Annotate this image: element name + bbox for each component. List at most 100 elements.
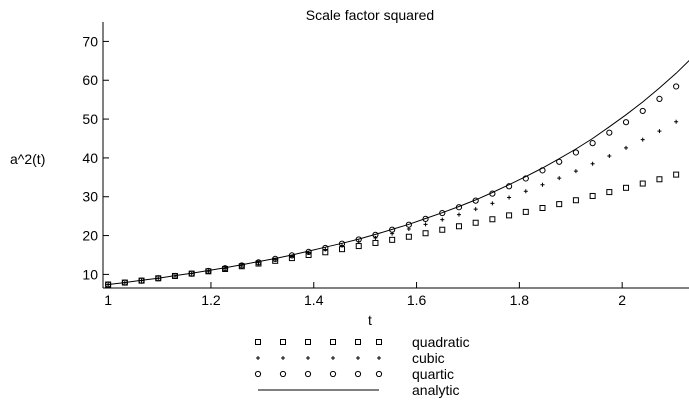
- data-point-plus: [223, 266, 228, 271]
- data-point-plus: [624, 145, 629, 150]
- x-tick-label: 1.6: [407, 292, 427, 308]
- data-point-circle: [279, 370, 287, 378]
- data-point-circle: [375, 370, 383, 378]
- x-ticks: 1 1.2 1.4 1.6 1.8 2: [104, 282, 626, 308]
- data-point-plus: [523, 189, 528, 194]
- data-point-plus: [373, 235, 378, 240]
- data-point-circle: [622, 119, 630, 126]
- data-point-circle: [606, 129, 613, 136]
- plot-area: [105, 60, 689, 288]
- data-point-circle: [673, 83, 680, 90]
- data-point-square: [623, 184, 630, 191]
- data-point-plus: [674, 119, 679, 124]
- legend-item-cubic: cubic: [256, 350, 445, 366]
- series-cubic: [106, 119, 679, 287]
- y-tick-label: 50: [82, 111, 98, 127]
- data-point-plus: [557, 176, 562, 181]
- legend-label: cubic: [412, 350, 445, 366]
- data-point-plus: [507, 195, 512, 200]
- data-point-square: [639, 180, 646, 187]
- y-tick-label: 20: [82, 228, 98, 244]
- data-point-plus: [256, 356, 260, 360]
- data-point-plus: [456, 212, 461, 217]
- data-point-square: [355, 339, 361, 345]
- data-point-plus: [331, 356, 335, 360]
- data-point-square: [506, 212, 513, 219]
- legend-label: quadratic: [412, 334, 470, 350]
- legend-label: analytic: [412, 382, 459, 398]
- data-point-plus: [540, 182, 545, 187]
- data-point-plus: [377, 356, 381, 360]
- data-point-circle: [329, 370, 337, 378]
- x-tick-label: 2: [618, 292, 626, 308]
- data-point-plus: [640, 137, 645, 142]
- data-point-circle: [354, 370, 362, 378]
- data-point-plus: [607, 153, 612, 158]
- series-line-analytic: [108, 60, 689, 285]
- legend-item-quadratic: quadratic: [255, 334, 470, 350]
- y-tick-label: 70: [82, 33, 98, 49]
- data-point-square: [372, 239, 379, 246]
- x-tick-label: 1: [104, 292, 112, 308]
- data-point-plus: [590, 161, 595, 166]
- x-tick-label: 1.4: [304, 292, 324, 308]
- legend-item-quartic: quartic: [254, 366, 454, 382]
- data-point-square: [330, 339, 336, 345]
- data-point-plus: [490, 201, 495, 206]
- y-tick-label: 40: [82, 150, 98, 166]
- y-tick-label: 60: [82, 72, 98, 88]
- data-point-plus: [281, 356, 285, 360]
- data-point-plus: [356, 356, 360, 360]
- x-tick-label: 1.2: [201, 292, 221, 308]
- y-axis-label: a^2(t): [10, 151, 45, 167]
- data-point-circle: [254, 370, 262, 378]
- data-point-circle: [639, 107, 646, 115]
- data-point-square: [489, 216, 496, 223]
- x-axis-label: t: [368, 312, 372, 328]
- data-point-square: [472, 219, 479, 226]
- data-point-square: [556, 201, 563, 208]
- x-tick-label: 1.8: [510, 292, 530, 308]
- data-point-plus: [657, 129, 662, 134]
- data-point-square: [376, 339, 382, 345]
- data-point-square: [522, 208, 529, 215]
- legend-label: quartic: [412, 366, 454, 382]
- data-point-circle: [522, 175, 529, 182]
- data-point-square: [422, 230, 429, 237]
- data-point-square: [305, 339, 311, 345]
- data-point-square: [589, 192, 596, 199]
- y-ticks: 10 20 30 40 50 60 70: [82, 33, 109, 282]
- data-point-plus: [206, 269, 211, 274]
- y-tick-label: 10: [82, 266, 98, 282]
- data-point-square: [255, 339, 261, 345]
- data-point-square: [539, 205, 546, 212]
- data-point-square: [455, 223, 462, 230]
- data-point-circle: [572, 149, 580, 156]
- data-point-circle: [422, 215, 429, 222]
- data-point-square: [673, 171, 680, 178]
- chart-title: Scale factor squared: [306, 7, 434, 23]
- data-point-circle: [439, 209, 446, 217]
- data-point-square: [405, 233, 412, 240]
- y-tick-label: 30: [82, 189, 98, 205]
- data-point-square: [439, 226, 446, 233]
- legend-item-analytic: analytic: [258, 382, 459, 398]
- data-point-square: [656, 176, 663, 183]
- series-analytic: [108, 60, 689, 285]
- data-point-square: [572, 197, 579, 204]
- data-point-plus: [573, 169, 578, 174]
- series-quartic: [105, 83, 680, 288]
- data-point-plus: [423, 222, 428, 227]
- data-point-square: [355, 243, 362, 250]
- data-point-plus: [440, 217, 445, 222]
- data-point-plus: [473, 207, 478, 212]
- data-point-circle: [589, 140, 596, 147]
- data-point-circle: [304, 370, 312, 378]
- data-point-plus: [306, 356, 310, 360]
- data-point-square: [389, 236, 396, 243]
- data-point-square: [280, 339, 286, 345]
- data-point-square: [606, 189, 613, 196]
- data-point-circle: [656, 95, 663, 102]
